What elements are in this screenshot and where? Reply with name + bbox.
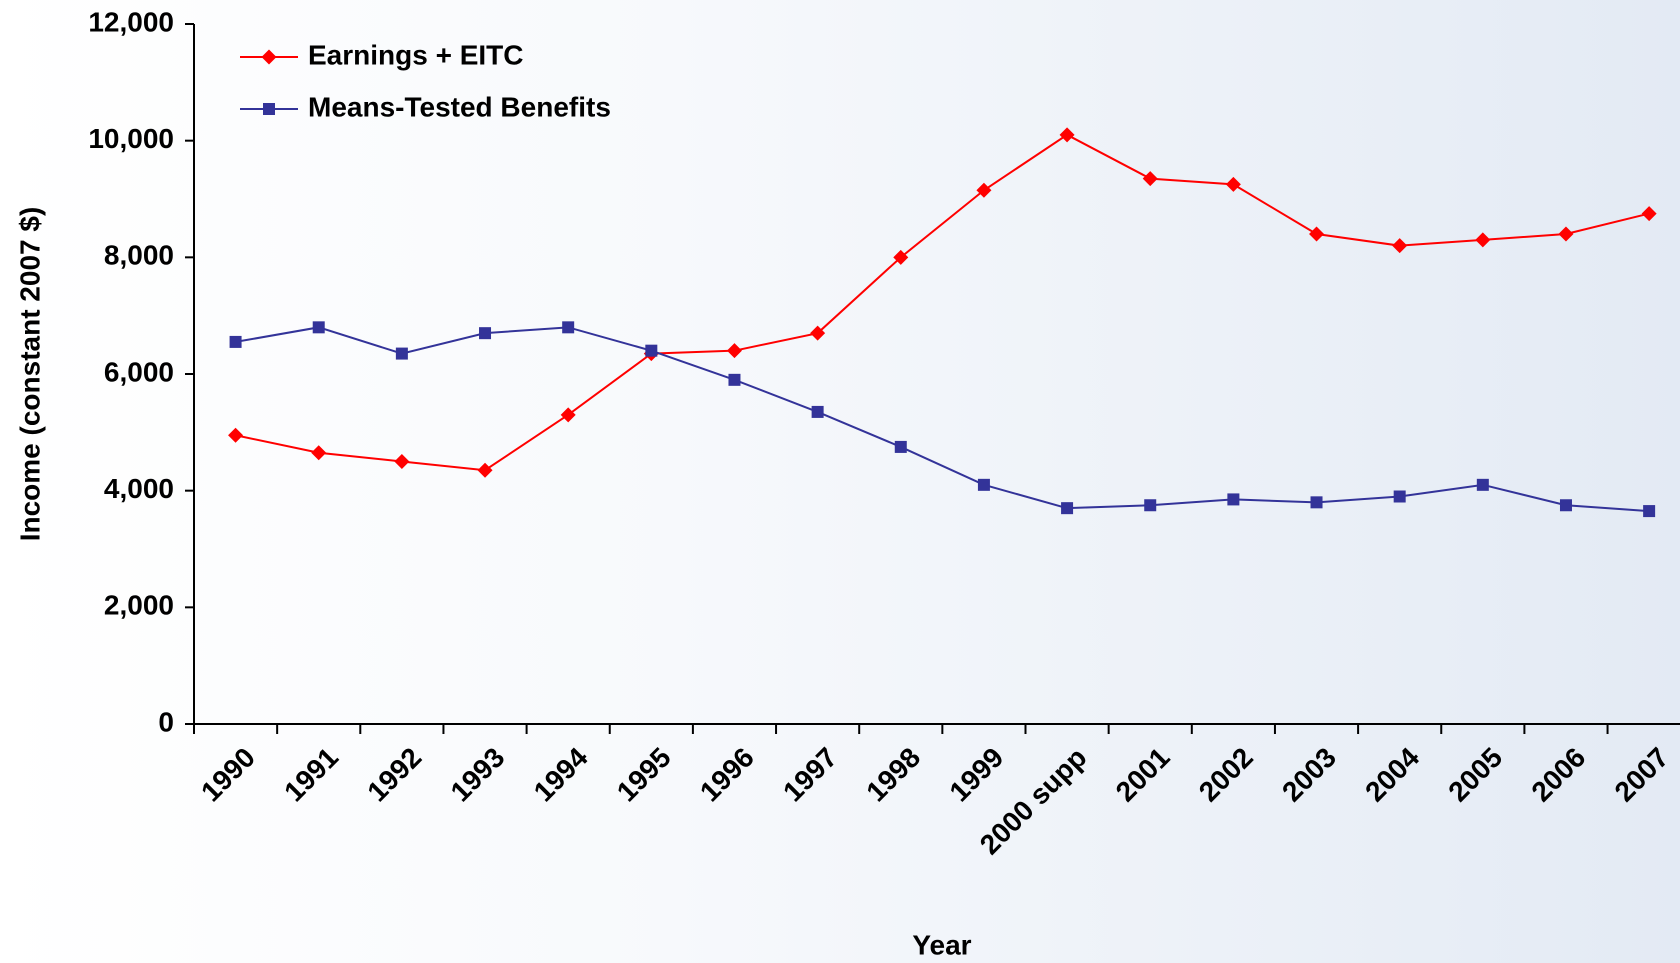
marker bbox=[726, 343, 742, 359]
y-tick-label: 8,000 bbox=[104, 240, 174, 271]
marker bbox=[477, 462, 493, 478]
marker bbox=[312, 321, 325, 334]
marker bbox=[893, 249, 909, 265]
marker bbox=[1393, 490, 1406, 503]
y-tick-label: 6,000 bbox=[104, 356, 174, 387]
marker bbox=[1144, 499, 1157, 512]
marker bbox=[263, 103, 275, 115]
marker bbox=[560, 407, 576, 423]
marker bbox=[1392, 238, 1408, 254]
legend-label: Earnings + EITC bbox=[308, 39, 524, 70]
y-tick-label: 0 bbox=[158, 706, 174, 737]
marker bbox=[811, 405, 824, 418]
marker bbox=[1061, 502, 1074, 515]
marker bbox=[1309, 226, 1325, 242]
x-axis-label: Year bbox=[912, 929, 971, 960]
marker bbox=[395, 347, 408, 360]
marker bbox=[728, 373, 741, 386]
marker bbox=[1059, 127, 1075, 143]
marker bbox=[1641, 206, 1657, 222]
marker bbox=[1476, 478, 1489, 491]
legend-label: Means-Tested Benefits bbox=[308, 91, 611, 122]
marker bbox=[261, 49, 277, 65]
marker bbox=[810, 325, 826, 341]
marker bbox=[479, 327, 492, 340]
marker bbox=[1310, 496, 1323, 509]
marker bbox=[1227, 493, 1240, 506]
marker bbox=[894, 440, 907, 453]
marker bbox=[562, 321, 575, 334]
series-line bbox=[235, 133, 1650, 472]
marker bbox=[311, 445, 327, 461]
marker bbox=[228, 427, 244, 443]
marker bbox=[1475, 232, 1491, 248]
series-line bbox=[235, 326, 1650, 513]
marker bbox=[1643, 505, 1656, 518]
y-tick-label: 2,000 bbox=[104, 590, 174, 621]
marker bbox=[1558, 226, 1574, 242]
marker bbox=[645, 344, 658, 357]
y-tick-label: 10,000 bbox=[88, 123, 174, 154]
marker bbox=[1559, 499, 1572, 512]
marker bbox=[977, 478, 990, 491]
marker bbox=[976, 182, 992, 198]
marker bbox=[1142, 171, 1158, 187]
marker bbox=[1225, 176, 1241, 192]
marker bbox=[394, 454, 410, 469]
y-tick-label: 4,000 bbox=[104, 473, 174, 504]
y-tick-label: 12,000 bbox=[88, 6, 174, 37]
marker bbox=[229, 335, 242, 348]
y-axis-label: Income (constant 2007 $) bbox=[14, 207, 45, 542]
